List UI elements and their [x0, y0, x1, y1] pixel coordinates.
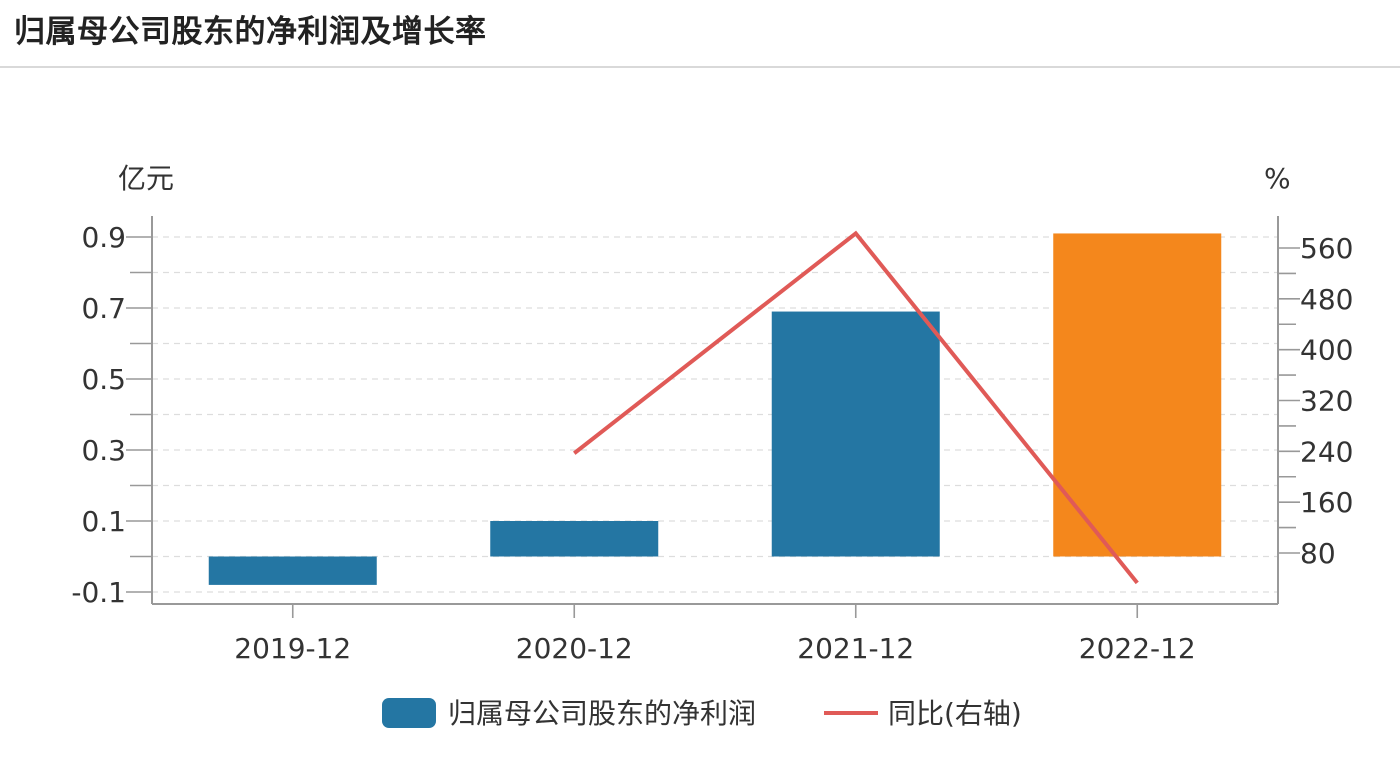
bar-2022-12[interactable]	[1053, 233, 1222, 557]
right-tick-label: 560	[1300, 232, 1353, 265]
left-tick-label: 0.9	[81, 221, 126, 254]
right-tick-label: 80	[1300, 537, 1336, 570]
x-tick-label: 2020-12	[516, 632, 633, 665]
x-tick-label: 2019-12	[234, 632, 351, 665]
bars	[208, 233, 1222, 585]
left-tick-label: 0.3	[81, 434, 126, 467]
axis-labels: -0.1 0.1 0.3 0.5 0.7 0.9 80 160 240 320 400 480 560 2…	[71, 162, 1353, 665]
left-tick-label: 0.1	[81, 505, 126, 538]
axes	[126, 216, 1300, 618]
right-tick-label: 240	[1300, 435, 1353, 468]
left-tick-label: 0.7	[81, 292, 126, 325]
bar-2021-12[interactable]	[771, 311, 940, 557]
header: 归属母公司股东的净利润及增长率	[0, 0, 1400, 68]
page-title: 归属母公司股东的净利润及增长率	[14, 14, 487, 50]
right-tick-label: 320	[1300, 385, 1353, 418]
left-tick-label: -0.1	[71, 576, 126, 609]
legend-bar-swatch[interactable]	[382, 698, 436, 728]
legend: 归属母公司股东的净利润 同比(右轴)	[382, 697, 1022, 730]
right-tick-label: 400	[1300, 334, 1353, 367]
yoy-line-series	[573, 230, 1139, 585]
legend-line-label[interactable]: 同比(右轴)	[888, 697, 1022, 730]
right-axis-unit: %	[1264, 162, 1291, 195]
yoy-line[interactable]	[573, 230, 1139, 585]
bar-2020-12[interactable]	[490, 521, 659, 557]
left-tick-label: 0.5	[81, 363, 126, 396]
left-axis-unit: 亿元	[118, 162, 174, 195]
right-tick-label: 160	[1300, 486, 1353, 519]
right-tick-label: 480	[1300, 283, 1353, 316]
bar-2019-12[interactable]	[208, 556, 377, 585]
x-tick-label: 2021-12	[797, 632, 914, 665]
x-tick-label: 2022-12	[1079, 632, 1196, 665]
legend-bar-label[interactable]: 归属母公司股东的净利润	[448, 697, 756, 730]
